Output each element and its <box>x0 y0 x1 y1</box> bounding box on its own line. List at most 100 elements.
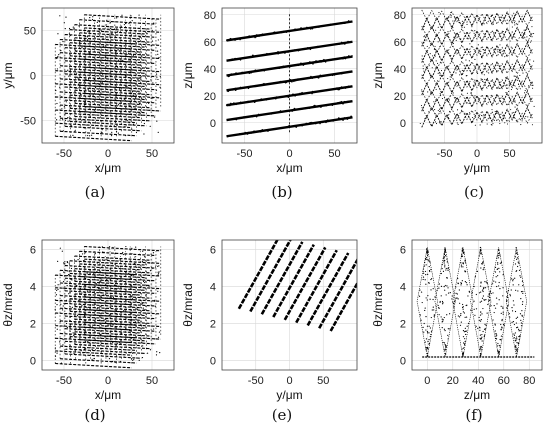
data-point <box>461 280 463 282</box>
data-point <box>234 87 237 90</box>
data-point <box>426 251 428 253</box>
data-point <box>523 29 525 31</box>
data-point <box>444 264 446 266</box>
data-point <box>515 348 517 350</box>
data-point <box>152 82 154 84</box>
data-point <box>497 285 500 287</box>
data-point <box>98 29 100 31</box>
data-point <box>472 84 474 86</box>
data-point <box>502 311 504 313</box>
data-point <box>496 87 498 89</box>
data-point <box>87 134 89 137</box>
data-point <box>128 104 130 106</box>
data-point <box>66 285 68 287</box>
data-point <box>114 39 117 41</box>
data-series-line <box>295 249 338 324</box>
data-point <box>514 346 516 348</box>
data-series-line <box>421 25 533 47</box>
data-point <box>419 122 421 125</box>
data-point <box>139 52 141 54</box>
data-point <box>151 262 154 264</box>
data-point <box>118 88 121 90</box>
data-point <box>125 76 127 78</box>
data-point <box>525 116 527 118</box>
data-segment <box>74 50 152 56</box>
data-segment <box>69 285 147 291</box>
data-point <box>438 283 441 285</box>
data-point <box>518 328 520 330</box>
data-point <box>471 26 473 28</box>
data-point <box>430 316 432 319</box>
data-point <box>434 48 437 50</box>
data-point <box>435 123 438 125</box>
data-point <box>59 15 61 17</box>
data-segment <box>84 309 161 315</box>
data-point <box>101 259 104 261</box>
data-point <box>455 97 457 99</box>
data-point <box>453 302 455 305</box>
data-point <box>305 48 308 50</box>
data-point <box>104 328 106 330</box>
data-point <box>285 31 288 33</box>
data-point <box>501 327 503 329</box>
data-point <box>493 311 495 314</box>
data-point <box>130 15 132 17</box>
data-point <box>254 69 257 72</box>
data-segment <box>64 86 142 93</box>
data-point <box>114 121 117 123</box>
data-point <box>347 85 350 88</box>
data-point <box>481 23 483 25</box>
data-point <box>107 289 109 292</box>
data-point <box>117 132 119 134</box>
data-point <box>74 66 76 68</box>
data-point <box>444 251 446 253</box>
data-point <box>485 299 487 301</box>
x-axis-label: x/μm <box>276 161 302 175</box>
data-point <box>116 68 118 70</box>
data-point <box>326 119 329 121</box>
data-segment <box>84 66 161 73</box>
data-point <box>86 307 88 309</box>
data-point <box>342 42 344 45</box>
data-point <box>460 284 462 286</box>
data-point <box>129 35 131 37</box>
data-point <box>305 122 308 125</box>
data-point <box>78 299 80 302</box>
data-point <box>519 74 521 77</box>
data-point <box>74 298 76 300</box>
data-point <box>510 109 512 111</box>
data-point <box>149 270 152 272</box>
data-point <box>497 257 500 259</box>
data-point <box>453 306 455 308</box>
data-point <box>500 261 503 263</box>
data-point <box>348 71 351 73</box>
data-segment <box>79 97 156 104</box>
data-point <box>84 332 86 334</box>
data-point <box>439 300 441 303</box>
data-point <box>94 274 96 276</box>
data-point <box>120 25 122 27</box>
data-segment <box>69 298 147 304</box>
data-point <box>436 62 439 65</box>
data-point <box>116 17 118 19</box>
data-point <box>506 54 508 56</box>
data-point <box>242 116 245 118</box>
data-point <box>421 301 423 304</box>
data-point <box>110 294 112 297</box>
data-point <box>480 353 482 355</box>
data-point <box>465 102 467 104</box>
y-tick-label: 6 <box>210 244 216 256</box>
data-point <box>475 325 477 327</box>
data-point <box>300 27 302 29</box>
x-axis-label: x/μm <box>95 388 121 402</box>
data-point <box>150 253 152 255</box>
data-point <box>461 111 463 113</box>
data-point <box>423 25 425 27</box>
data-point <box>452 40 454 42</box>
data-point <box>105 321 107 323</box>
y-tick-label: 50 <box>24 26 36 38</box>
data-point <box>514 263 517 265</box>
data-point <box>468 102 470 105</box>
data-point <box>263 69 266 72</box>
y-tick-label: 40 <box>204 64 216 76</box>
